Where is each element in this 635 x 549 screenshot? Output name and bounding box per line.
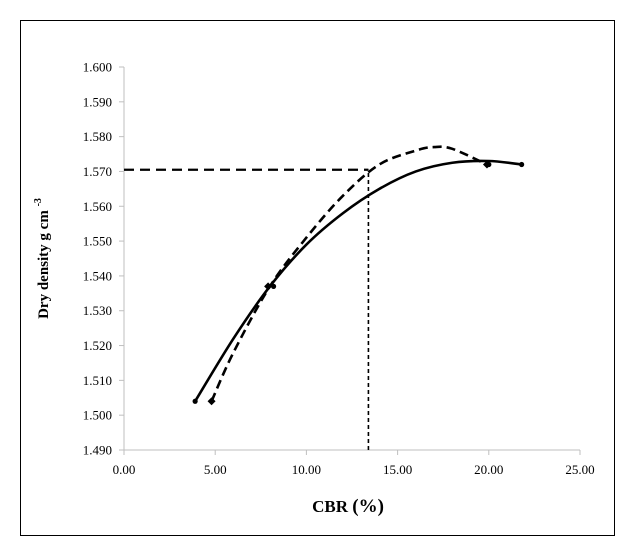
x-axis-title-unit: (%) — [352, 496, 384, 517]
x-tick-label: 15.00 — [383, 462, 412, 477]
data-point-circle — [192, 398, 198, 404]
y-tick-label: 1.530 — [83, 303, 112, 318]
data-point-diamond — [264, 282, 273, 291]
y-tick-label: 1.600 — [83, 60, 112, 75]
series-2 — [207, 145, 491, 406]
reference-lines — [124, 168, 370, 450]
x-axis-title-text: CBR — [312, 497, 349, 516]
x-tick-label: 20.00 — [474, 462, 503, 477]
dashed-trendline — [210, 145, 488, 402]
solid-trendline — [194, 159, 522, 402]
y-tick-label: 1.490 — [83, 443, 112, 458]
y-tick-label: 1.570 — [83, 164, 112, 179]
y-tick-label: 1.520 — [83, 338, 112, 353]
y-tick-label: 1.540 — [83, 268, 112, 283]
y-tick-label: 1.510 — [83, 373, 112, 388]
data-point-circle — [519, 161, 525, 168]
y-tick-label: 1.580 — [83, 129, 112, 144]
x-tick-label: 25.00 — [565, 462, 594, 477]
x-tick-label: 5.00 — [204, 462, 227, 477]
y-axis-title: Dry density g cm -3 — [33, 198, 52, 319]
x-axis-title: CBR (%) — [312, 496, 384, 517]
x-axis: 0.00 5.00 10.00 15.00 20.00 25.00 — [113, 449, 595, 477]
chart-frame — [20, 20, 615, 536]
y-tick-label: 1.500 — [83, 408, 112, 423]
y-tick-label: 1.550 — [83, 234, 112, 249]
x-tick-label: 10.00 — [292, 462, 321, 477]
x-tick-label: 0.00 — [113, 462, 136, 477]
y-axis-title-superscript: -3 — [33, 198, 44, 206]
y-axis-title-text: Dry density g cm — [36, 210, 52, 319]
data-point-diamond — [207, 397, 216, 406]
series-1 — [192, 159, 525, 404]
y-tick-label: 1.560 — [83, 199, 112, 214]
y-axis: 1.490 1.500 1.510 1.520 1.530 1.540 1.550 1.560… — [83, 60, 125, 458]
y-tick-label: 1.590 — [83, 94, 112, 109]
series — [192, 145, 525, 406]
data-point-diamond — [482, 160, 491, 169]
